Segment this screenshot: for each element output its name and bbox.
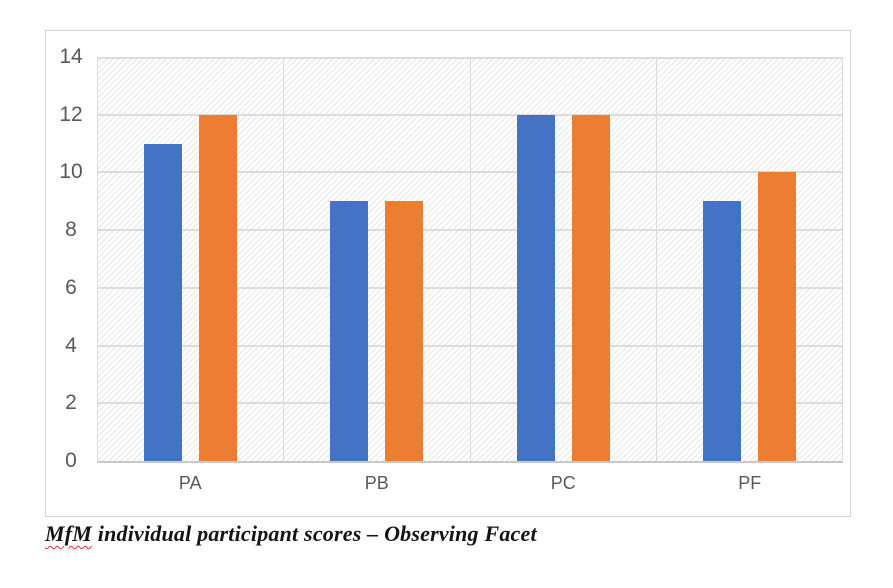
y-tick-label-10: 10 (59, 160, 83, 184)
y-tick-label-2: 2 (65, 391, 77, 415)
category-group-pc (471, 57, 657, 461)
figure-caption: MfM individual participant scores – Obse… (45, 521, 537, 547)
x-tick-label-pf: PF (738, 473, 762, 493)
y-tick-label-6: 6 (65, 275, 77, 299)
bar-series-2-pf (757, 172, 796, 461)
category-group-pb (284, 57, 471, 461)
y-tick-label-14: 14 (59, 45, 83, 68)
x-axis: PA PB PC PF (97, 473, 843, 494)
plot-area (97, 57, 843, 463)
bar-series-2-pb (385, 201, 424, 461)
bar-series-2-pc (571, 114, 610, 461)
caption-text: individual participant scores – Observin… (92, 521, 537, 546)
bar-series-1-pc (516, 114, 555, 461)
x-tick-label-pa: PA (178, 473, 202, 493)
x-tick-label-pb: PB (364, 473, 389, 493)
bar-series-1-pf (702, 201, 741, 461)
y-tick-label-12: 12 (59, 102, 83, 126)
bar-series-2-pa (199, 114, 238, 461)
x-tick-label-pc: PC (550, 473, 576, 493)
category-group-pf (657, 57, 842, 461)
category-group-pa (98, 57, 285, 461)
y-tick-label-0: 0 (65, 449, 77, 472)
caption-flagged-word: MfM (45, 521, 93, 546)
y-tick-label-8: 8 (65, 218, 77, 242)
y-axis: 0 2 4 6 8 10 12 14 (46, 45, 96, 472)
bar-series-1-pa (144, 143, 183, 461)
bar-series-1-pb (330, 201, 369, 461)
chart-frame: 0 2 4 6 8 10 12 14 PA PB PC PF (45, 30, 851, 517)
y-tick-label-4: 4 (65, 333, 77, 357)
